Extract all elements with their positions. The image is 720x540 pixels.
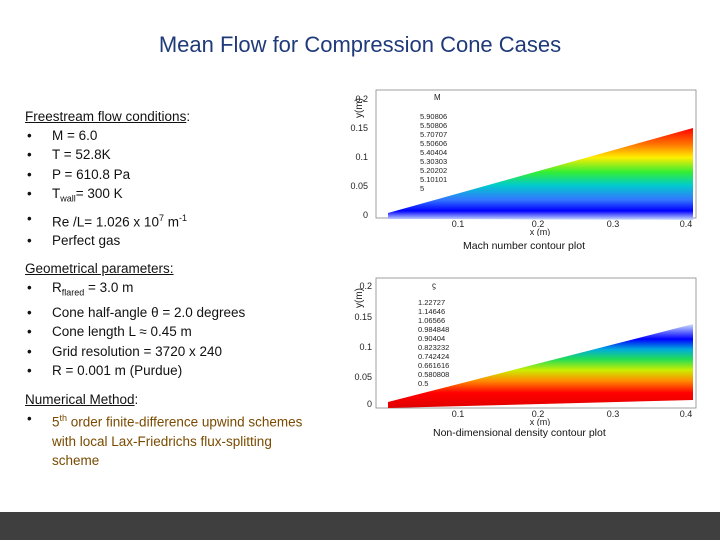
plot1-ylabel: y(m): [354, 98, 365, 118]
plot1-legend-item: 5.30303: [420, 157, 447, 166]
plot2-contour-field: [388, 324, 693, 408]
plot2-legend-item: 0.90404: [418, 334, 445, 343]
geometry-half-angle: Cone half-angle θ = 2.0 degrees: [25, 303, 245, 322]
mach-contour-plot: y(m) 0.2 0.15 0.1 0.05 0 M 5.90806 5.508…: [350, 89, 697, 236]
numerical-heading: Numerical Method:: [25, 392, 139, 407]
footer-bar: [0, 512, 720, 540]
plot1-ytick: 0: [363, 210, 368, 220]
plot1-legend-item: 5.10101: [420, 175, 447, 184]
plot2-xtick: 0.1: [452, 409, 465, 419]
plot1-xtick: 0.3: [607, 219, 620, 229]
freestream-mach: M = 6.0: [25, 126, 190, 145]
plot2-legend: 1.22727 1.14646 1.06566 0.984848 0.90404…: [418, 298, 449, 388]
freestream-temperature: T = 52.8K: [25, 145, 190, 164]
plot2-legend-item: 0.984848: [418, 325, 449, 334]
plot1-contour-field: [388, 128, 693, 220]
plot2-legend-item: 1.22727: [418, 298, 445, 307]
plot1-ytick: 0.2: [355, 94, 368, 104]
plot2-ytick: 0.15: [354, 312, 372, 322]
plot2-ytick: 0.2: [359, 281, 372, 291]
plot2-ylabel: y(m): [354, 288, 365, 308]
freestream-heading: Freestream flow conditions:: [25, 109, 191, 124]
plot1-xtick: 0.1: [452, 219, 465, 229]
plot1-xtick: 0.2: [532, 219, 545, 229]
freestream-reynolds: Re /L= 1.026 x 107 m-1: [25, 209, 190, 232]
plot1-legend: 5.90806 5.50806 5.70707 5.50606 5.40404 …: [420, 112, 447, 193]
plot2-xtick: 0.3: [607, 409, 620, 419]
plot1-legend-item: 5.50606: [420, 139, 447, 148]
plot1-legend-title: M: [434, 93, 441, 102]
plot1-ytick: 0.15: [350, 123, 368, 133]
plot2-ytick: 0.1: [359, 342, 372, 352]
numerical-scheme: 5th order finite-difference upwind schem…: [25, 409, 315, 470]
plot1-cone-surface: [388, 219, 693, 222]
plot2-legend-item: 1.06566: [418, 316, 445, 325]
plot1-legend-item: 5.50806: [420, 121, 447, 130]
slide-title: Mean Flow for Compression Cone Cases: [158, 32, 562, 57]
plot2-legend-item: 0.5: [418, 379, 428, 388]
geometry-block: Geometrical parameters: Rflared = 3.0 m …: [25, 259, 245, 380]
plot2-legend-item: 0.823232: [418, 343, 449, 352]
freestream-wall-temperature: Twall= 300 K: [25, 184, 190, 209]
plot1-legend-item: 5.90806: [420, 112, 447, 121]
geometry-r-flared: Rflared = 3.0 m: [25, 278, 245, 303]
plot2-legend-title: ϛ: [432, 281, 436, 290]
plot1-caption: Mach number contour plot: [463, 240, 585, 252]
freestream-gas: Perfect gas: [25, 231, 190, 250]
plot2-legend-item: 0.742424: [418, 352, 449, 361]
geometry-grid: Grid resolution = 3720 x 240: [25, 342, 245, 361]
plot2-xtick: 0.4: [680, 409, 693, 419]
plot2-legend-item: 0.661616: [418, 361, 449, 370]
plot1-ytick: 0.05: [350, 181, 368, 191]
plot1-legend-item: 5: [420, 184, 424, 193]
plot1-ytick: 0.1: [355, 152, 368, 162]
plot1-xtick: 0.4: [680, 219, 693, 229]
plot2-legend-item: 1.14646: [418, 307, 445, 316]
freestream-block: Freestream flow conditions: M = 6.0 T = …: [25, 107, 190, 251]
plot2-caption: Non-dimensional density contour plot: [433, 427, 606, 439]
plot1-legend-item: 5.40404: [420, 148, 447, 157]
plot2-xtick: 0.2: [532, 409, 545, 419]
freestream-pressure: P = 610.8 Pa: [25, 165, 190, 184]
plot1-xlabel: x (m): [530, 227, 551, 236]
plot2-ytick: 0.05: [354, 372, 372, 382]
density-contour-plot: y(m) 0.2 0.15 0.1 0.05 0 ϛ 1.22727 1.146…: [354, 277, 697, 426]
numerical-block: Numerical Method: 5th order finite-diffe…: [25, 390, 315, 470]
geometry-nose-radius: R = 0.001 m (Purdue): [25, 361, 245, 380]
plot1-legend-item: 5.20202: [420, 166, 447, 175]
geometry-heading: Geometrical parameters:: [25, 261, 174, 276]
plot2-ytick: 0: [367, 399, 372, 409]
plot2-xlabel: x (m): [530, 417, 551, 426]
plot1-legend-item: 5.70707: [420, 130, 447, 139]
plot2-legend-item: 0.580808: [418, 370, 449, 379]
geometry-length: Cone length L ≈ 0.45 m: [25, 322, 245, 341]
